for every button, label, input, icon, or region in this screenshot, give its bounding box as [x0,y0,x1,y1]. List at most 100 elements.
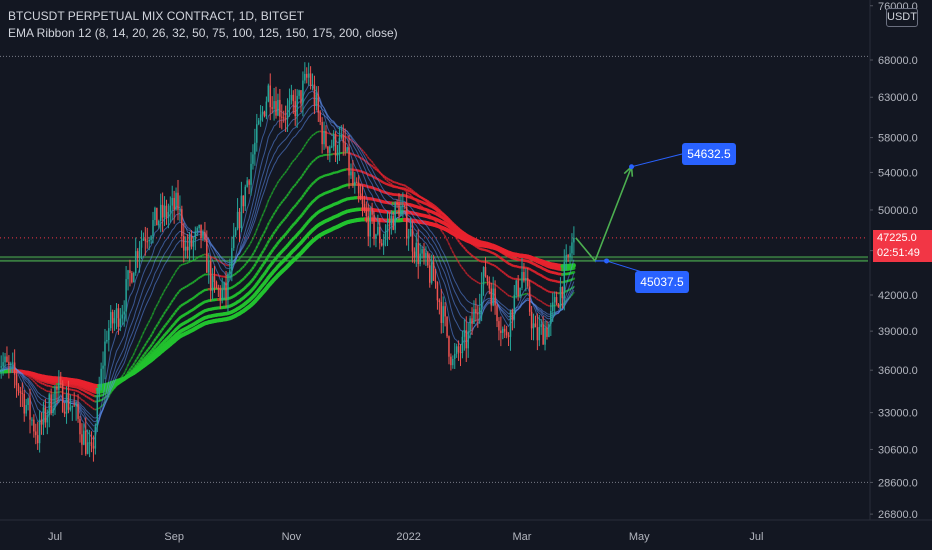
candle-body [327,146,329,153]
candle-body [171,197,173,206]
candle-body [340,135,343,138]
candle-body [392,216,394,230]
candle-body [475,309,477,314]
candle-body [286,105,289,120]
candle-body [384,232,387,240]
candle-body [571,242,573,254]
candle-body [309,73,312,86]
candle-body [179,209,181,211]
candle-body [58,382,60,390]
candle-body [15,374,18,386]
symbol-title[interactable]: BTCUSDT PERPETUAL MIX CONTRACT, 1D, BITG… [8,9,305,23]
candle-body [409,228,412,237]
candle-body [54,387,56,409]
chart-legend: BTCUSDT PERPETUAL MIX CONTRACT, 1D, BITG… [8,8,398,42]
candle-body [75,404,77,407]
candle-body [115,308,118,319]
candle-body [8,361,10,365]
candle-body [436,282,439,301]
candle-body [173,197,175,210]
candle-body [382,239,385,246]
candle-body [432,262,435,281]
candle-body [311,84,314,86]
candle-body [434,280,437,283]
candle-body [367,216,370,237]
currency-badge[interactable]: USDT [886,8,918,27]
candle-body [528,286,531,312]
candle-body [204,232,206,240]
candle-body [223,282,225,290]
candle-body [394,202,396,230]
candle-body [573,237,575,243]
candle-body [525,277,527,281]
y-tick-label: 30600.0 [878,444,918,456]
candle-body [113,318,116,324]
candle-body [19,391,22,394]
candle-body [317,94,320,113]
candle-body [144,238,147,242]
candle-body [136,251,139,258]
candle-body [198,224,200,228]
candle-body [567,254,569,257]
candle-body [213,276,216,282]
candle-body [496,305,498,322]
candle-body [142,238,145,241]
last-price-value: 47225.0 [877,232,917,244]
candle-body [154,207,156,220]
candle-body [227,273,229,298]
candle-body [86,442,89,454]
ema-segment-50 [132,348,137,355]
candle-body [490,288,493,306]
candle-body [438,300,441,303]
candle-body [60,382,62,384]
candle-body [313,84,316,106]
target-up-callout[interactable]: 54632.5 [682,143,736,165]
candle-body [102,365,104,369]
last-price-tag: 47225.0 02:51:49 [873,230,932,262]
candle-body [569,253,571,257]
candle-body [134,251,137,273]
candle-body [452,358,454,366]
candle-body [346,147,348,152]
candle-body [461,336,464,354]
candle-body [319,112,321,123]
x-tick-label: Nov [282,531,302,543]
indicator-title[interactable]: EMA Ribbon 12 (8, 14, 20, 26, 32, 50, 75… [8,26,398,40]
candle-body [530,311,533,329]
candle-body [159,204,162,222]
candle-body [515,280,517,295]
candle-body [148,239,150,242]
candle-body [277,99,279,116]
candle-body [553,297,556,303]
candle-body [402,205,404,207]
candle-body [282,117,285,119]
candle-body [221,289,223,300]
candle-body [548,324,550,337]
ema-segment-50 [571,291,575,296]
y-tick-label: 33000.0 [878,408,918,420]
candle-body [482,267,485,285]
candle-body [117,308,120,327]
x-tick-label: Jul [48,531,62,543]
candle-body [450,356,452,366]
candle-body [96,395,99,427]
candle-body [338,137,341,154]
candle-body [83,430,85,445]
candle-body [183,235,185,251]
ema-segment-125 [570,270,576,275]
candle-body [236,211,239,230]
candle-body [357,182,360,194]
candle-body [484,267,487,277]
candle-body [388,224,391,226]
candle-body [398,204,400,216]
x-tick-label: May [629,531,650,543]
candle-body [405,206,408,239]
candle-body [511,310,514,320]
candle-body [123,311,125,315]
candle-body [88,442,91,444]
candle-body [407,236,410,239]
target-down-callout[interactable]: 45037.5 [635,271,689,293]
candle-body [232,235,235,249]
